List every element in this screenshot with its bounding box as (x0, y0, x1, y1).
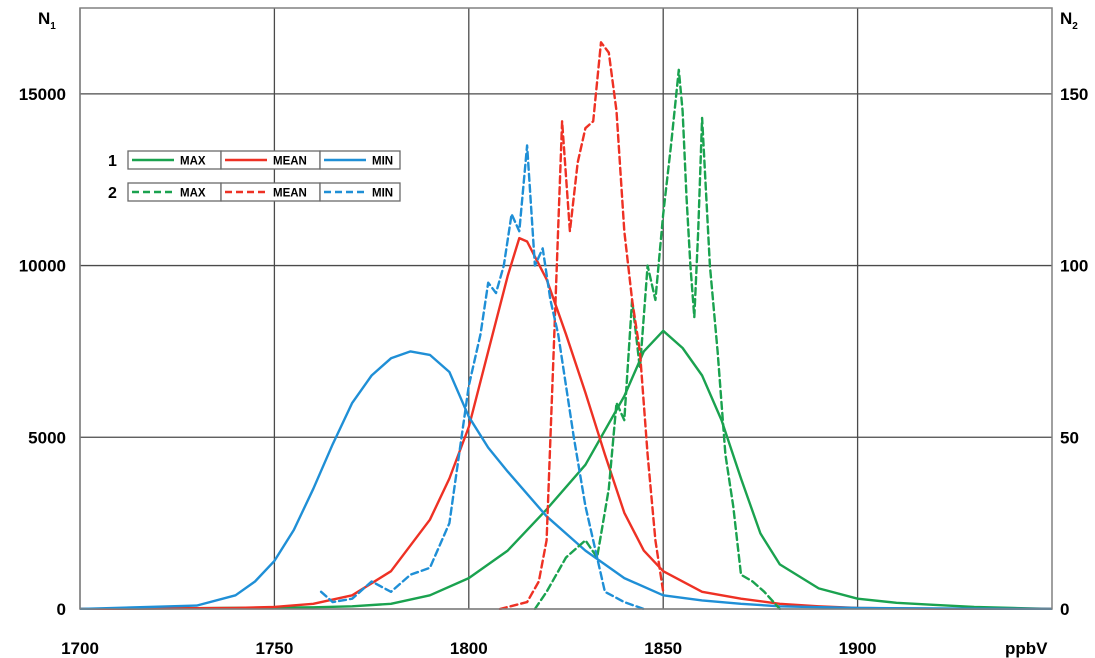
x-tick-label: 1800 (450, 639, 488, 658)
y-right-tick-label: 100 (1060, 257, 1088, 276)
legend: 1 MAX MEAN MIN 2 MAX MEAN MIN (108, 150, 401, 202)
y-left-tick-label: 5000 (28, 428, 66, 447)
legend-entry-label: MIN (372, 188, 393, 200)
y-right-tick-label: 150 (1060, 85, 1088, 104)
y-left-tick-label: 0 (57, 600, 66, 619)
legend-row-label: 2 (108, 185, 117, 202)
legend-entry-label: MIN (372, 156, 393, 168)
legend-entry-label: MEAN (273, 156, 307, 168)
y-right-tick-label: 0 (1060, 600, 1069, 619)
series-layer (80, 41, 1052, 610)
y-axis-left-label: N1 (38, 9, 56, 32)
legend-entry-label: MAX (180, 188, 206, 200)
series-2-mean-line (498, 41, 665, 610)
legend-row-label: 1 (108, 153, 117, 170)
tick-labels: 1700 1750 1800 1850 1900 0 5000 10000 15000 0 50 10… (19, 85, 1089, 658)
x-axis-label: ppbV (1005, 639, 1048, 658)
series-1-max-line (80, 329, 1052, 610)
legend-box (127, 182, 222, 202)
plot-frame (79, 7, 1053, 610)
x-tick-label: 1850 (644, 639, 682, 658)
series-2-min-line (319, 144, 645, 610)
x-tick-label: 1900 (839, 639, 877, 658)
y-right-tick-label: 50 (1060, 428, 1079, 447)
series-2-max-line (533, 68, 781, 610)
x-tick-label: 1750 (255, 639, 293, 658)
legend-entry-label: MAX (180, 156, 206, 168)
series-1-min-line (80, 350, 1052, 610)
y-axis-right-label: N2 (1060, 9, 1078, 32)
legend-entry-label: MEAN (273, 188, 307, 200)
series-1-mean-line (80, 236, 1052, 610)
x-tick-label: 1700 (61, 639, 99, 658)
y-left-tick-label: 15000 (19, 85, 66, 104)
plot-background (80, 8, 1052, 609)
y-left-tick-label: 10000 (19, 257, 66, 276)
